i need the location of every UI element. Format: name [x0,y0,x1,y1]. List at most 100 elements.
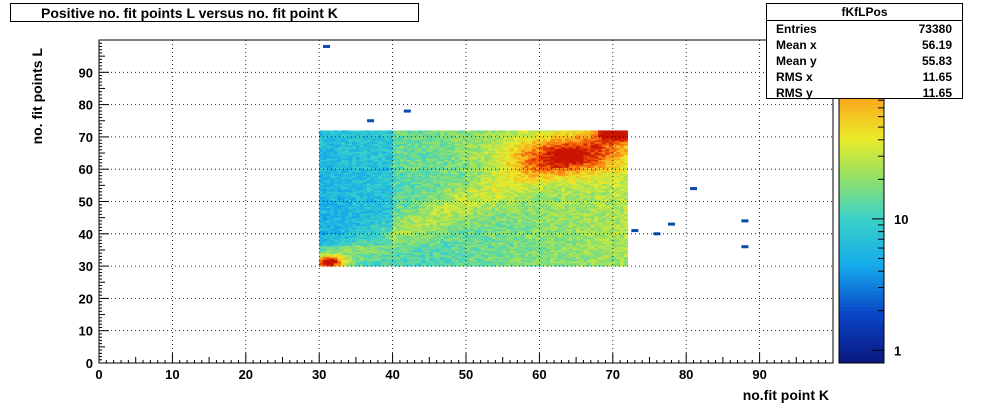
heatmap-cell [392,217,397,220]
heatmap-cell [330,203,335,206]
heatmap-cell [341,230,346,233]
heatmap-cell [385,135,390,138]
heatmap-cell [407,251,412,254]
heatmap-cell [385,228,390,231]
heatmap-cell [377,140,382,143]
heatmap-cell [407,136,412,139]
heatmap-cell [502,130,507,133]
heatmap-cell [359,209,364,212]
heatmap-cell [425,190,430,193]
heatmap-cell [330,156,335,159]
heatmap-cell [392,186,397,189]
heatmap-cell [377,198,382,201]
heatmap-cell [410,246,416,249]
heatmap-cell [333,165,338,168]
heatmap-cell [414,220,419,223]
heatmap-cell [366,240,371,243]
heatmap-cell [429,235,434,238]
heatmap-cell [355,156,360,159]
heatmap-cell [337,143,342,146]
heatmap-cell [344,186,349,189]
heatmap-cell [352,169,357,172]
heatmap-cell [396,225,401,228]
heatmap-cell [425,238,430,241]
heatmap-cell [359,211,364,214]
heatmap-cell [506,130,511,133]
heatmap-cell [352,157,357,160]
heatmap-cell [348,222,353,225]
heatmap-cell [348,240,353,243]
heatmap-cell [396,161,401,164]
heatmap-cell [370,259,375,262]
heatmap-cell [333,241,338,244]
heatmap-cell [326,138,331,141]
heatmap-cell [403,159,408,162]
heatmap-cell [399,186,405,189]
heatmap-cell [392,228,397,231]
heatmap-cell [337,228,342,231]
heatmap-cell [421,235,427,238]
heatmap-cell [429,259,434,262]
heatmap-cell [399,216,405,219]
heatmap-cell [366,146,371,149]
heatmap-cell [330,259,335,262]
heatmap-cell [359,149,364,152]
heatmap-cell [374,190,379,193]
heatmap-cell [341,259,346,262]
heatmap-cell [425,195,430,198]
heatmap-cell [381,195,386,198]
heatmap-cell [374,154,379,157]
heatmap-cell [440,130,445,133]
heatmap-cell [399,227,405,230]
heatmap-cell [385,162,390,165]
heatmap-cell [337,153,342,156]
heatmap-cell [355,201,360,204]
heatmap-cell [392,203,397,206]
heatmap-cell [414,182,419,185]
heatmap-cell [392,190,397,193]
heatmap-cell [414,204,419,207]
heatmap-cell [381,185,386,188]
heatmap-cell [381,253,386,256]
heatmap-cell [355,167,360,170]
heatmap-cell [517,130,522,133]
heatmap-cell [355,154,360,157]
heatmap-cell [396,153,401,156]
heatmap-cell [410,133,416,136]
heatmap-cell [392,212,397,215]
heatmap-cell [337,211,342,214]
heatmap-cell [410,156,416,159]
heatmap-cell [425,251,430,254]
heatmap-cell [319,177,324,180]
heatmap-cell [330,157,335,160]
heatmap-cell [399,258,405,261]
heatmap-cell [344,214,349,217]
heatmap-cell [374,165,379,168]
heatmap-cell [425,217,430,220]
heatmap-cell [319,206,324,209]
heatmap-cell [363,256,368,259]
heatmap-cell [418,190,423,193]
heatmap-cell [374,262,379,265]
heatmap-cell [381,228,386,231]
heatmap-cell [381,235,386,238]
heatmap-cell [429,230,434,233]
heatmap-cell [385,177,390,180]
heatmap-cell [399,165,405,168]
heatmap-cell [337,130,342,133]
heatmap-cell [421,133,427,136]
heatmap-cell [322,185,327,188]
heatmap-cell [388,177,393,180]
heatmap-cell [322,228,327,231]
heatmap-cell [374,212,379,215]
heatmap-cell [366,157,371,160]
heatmap-cell [385,136,390,139]
heatmap-cell [366,186,371,189]
heatmap-cell [421,227,427,230]
heatmap-cell [421,165,427,168]
heatmap-cell [403,153,408,156]
heatmap-cell [344,219,349,222]
heatmap-cell [348,162,353,165]
heatmap-cell [392,135,397,138]
heatmap-cell [374,167,379,170]
